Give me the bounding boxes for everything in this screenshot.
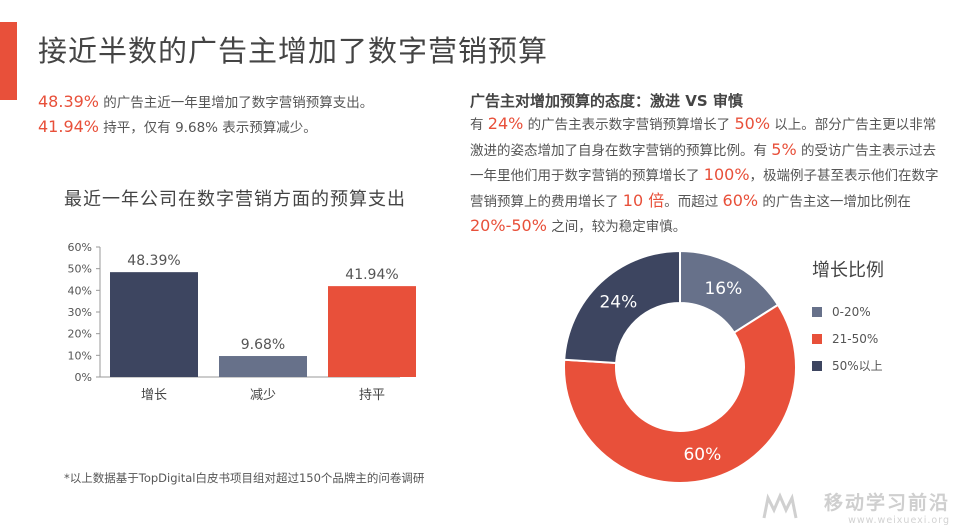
donut-data-label: 60% (683, 445, 721, 465)
y-tick-label: 30% (68, 306, 92, 319)
watermark-cn: 移动学习前沿 (823, 492, 950, 514)
legend-label: 50%以上 (832, 359, 883, 373)
donut-slice (563, 303, 797, 484)
legend-title: 增长比例 (812, 260, 884, 281)
attitude-seg: 的广告主这一增加比例在 (758, 193, 911, 210)
donut-slice (563, 250, 681, 365)
legend-swatch (812, 360, 822, 371)
attitude-seg: 。而超过 (664, 193, 723, 210)
attitude-seg: 的受访广告主表示过去一年里他们用于数字营销的预算增长了 (470, 142, 936, 185)
footnote: *以上数据基于TopDigital白皮书项目组对超过150个品牌主的问卷调研 (64, 471, 425, 485)
bar-chart-title: 最近一年公司在数字营销方面的预算支出 (64, 189, 406, 210)
x-category-label: 持平 (359, 388, 385, 403)
y-tick-label: 60% (68, 241, 92, 254)
donut-data-label: 24% (599, 292, 637, 312)
bar-chart: 0% 10% 20% 30% 40% 50% 60% 48.39% 增长 9.68% 减少 41.94… (68, 241, 416, 403)
x-category-label: 减少 (250, 388, 276, 403)
attitude-title: 广告主对增加预算的态度：激进 VS 审慎 (470, 92, 743, 110)
attitude-seg: ，极端例子甚至表示他们在数字营销预算上的费用增长了 (470, 168, 939, 210)
summary-line-1: 48.39% 的广告主近一年里增加了数字营销预算支出。 (38, 90, 373, 115)
bar (219, 356, 307, 377)
attitude-seg: 有 (470, 117, 488, 133)
attitude-seg: 以上。部分广告主更以非常激进的姿态增加了自身在数字营销的预算比例。有 (470, 117, 937, 159)
y-tick-label: 0% (75, 371, 92, 384)
y-tick-label: 20% (68, 328, 92, 341)
attitude-highlight: 5% (771, 139, 797, 159)
legend-item: 50%以上 (812, 352, 883, 379)
bar (328, 286, 416, 377)
attitude-highlight: 50% (734, 114, 771, 133)
summary-value-1: 48.39% (38, 92, 100, 111)
page-title: 接近半数的广告主增加了数字营销预算 (38, 34, 549, 68)
donut-legend: 0-20% 21-50% 50%以上 (812, 298, 883, 379)
bar-data-label: 48.39% (127, 253, 180, 269)
summary-line-2: 41.94% 持平，仅有 9.68% 表示预算减少。 (38, 115, 373, 140)
summary-value-2: 41.94% (38, 117, 100, 136)
attitude-highlight: 10 倍 (622, 190, 665, 210)
watermark: 移动学习前沿 www.weixuexi.org (760, 488, 950, 528)
bar-data-label: 41.94% (345, 267, 398, 283)
y-tick-label: 40% (68, 284, 92, 297)
x-category-label: 增长 (141, 388, 167, 403)
attitude-highlight: 24% (487, 114, 524, 133)
watermark-logo-icon (762, 492, 798, 519)
legend-swatch (812, 333, 822, 344)
donut-chart: 16% 60% 24% (563, 250, 797, 484)
bar (110, 272, 198, 377)
title-accent-bar (0, 22, 17, 100)
y-tick-label: 10% (68, 349, 92, 362)
attitude-highlight: 60% (722, 190, 759, 210)
legend-label: 21-50% (832, 331, 879, 346)
attitude-seg: 的广告主表示数字营销预算增长了 (523, 117, 735, 133)
watermark-en: www.weixuexi.org (848, 515, 950, 526)
y-tick-label: 50% (68, 263, 92, 276)
legend-swatch (812, 306, 822, 317)
summary-text: 48.39% 的广告主近一年里增加了数字营销预算支出。 41.94% 持平，仅有… (38, 90, 373, 140)
attitude-highlight: 20%-50% (470, 216, 547, 235)
legend-item: 21-50% (812, 325, 883, 352)
attitude-highlight: 100% (703, 165, 750, 184)
attitude-seg: 之间，较为稳定审慎。 (546, 219, 687, 235)
attitude-paragraph: 有 24% 的广告主表示数字营销预算增长了 50% 以上。部分广告主更以非常激进… (470, 112, 940, 240)
summary-text-1: 的广告主近一年里增加了数字营销预算支出。 (99, 95, 374, 111)
summary-text-2: 持平，仅有 9.68% 表示预算减少。 (99, 120, 317, 136)
bar-data-label: 9.68% (241, 337, 285, 353)
legend-item: 0-20% (812, 298, 883, 325)
donut-data-label: 16% (704, 279, 742, 299)
legend-label: 0-20% (832, 304, 871, 319)
